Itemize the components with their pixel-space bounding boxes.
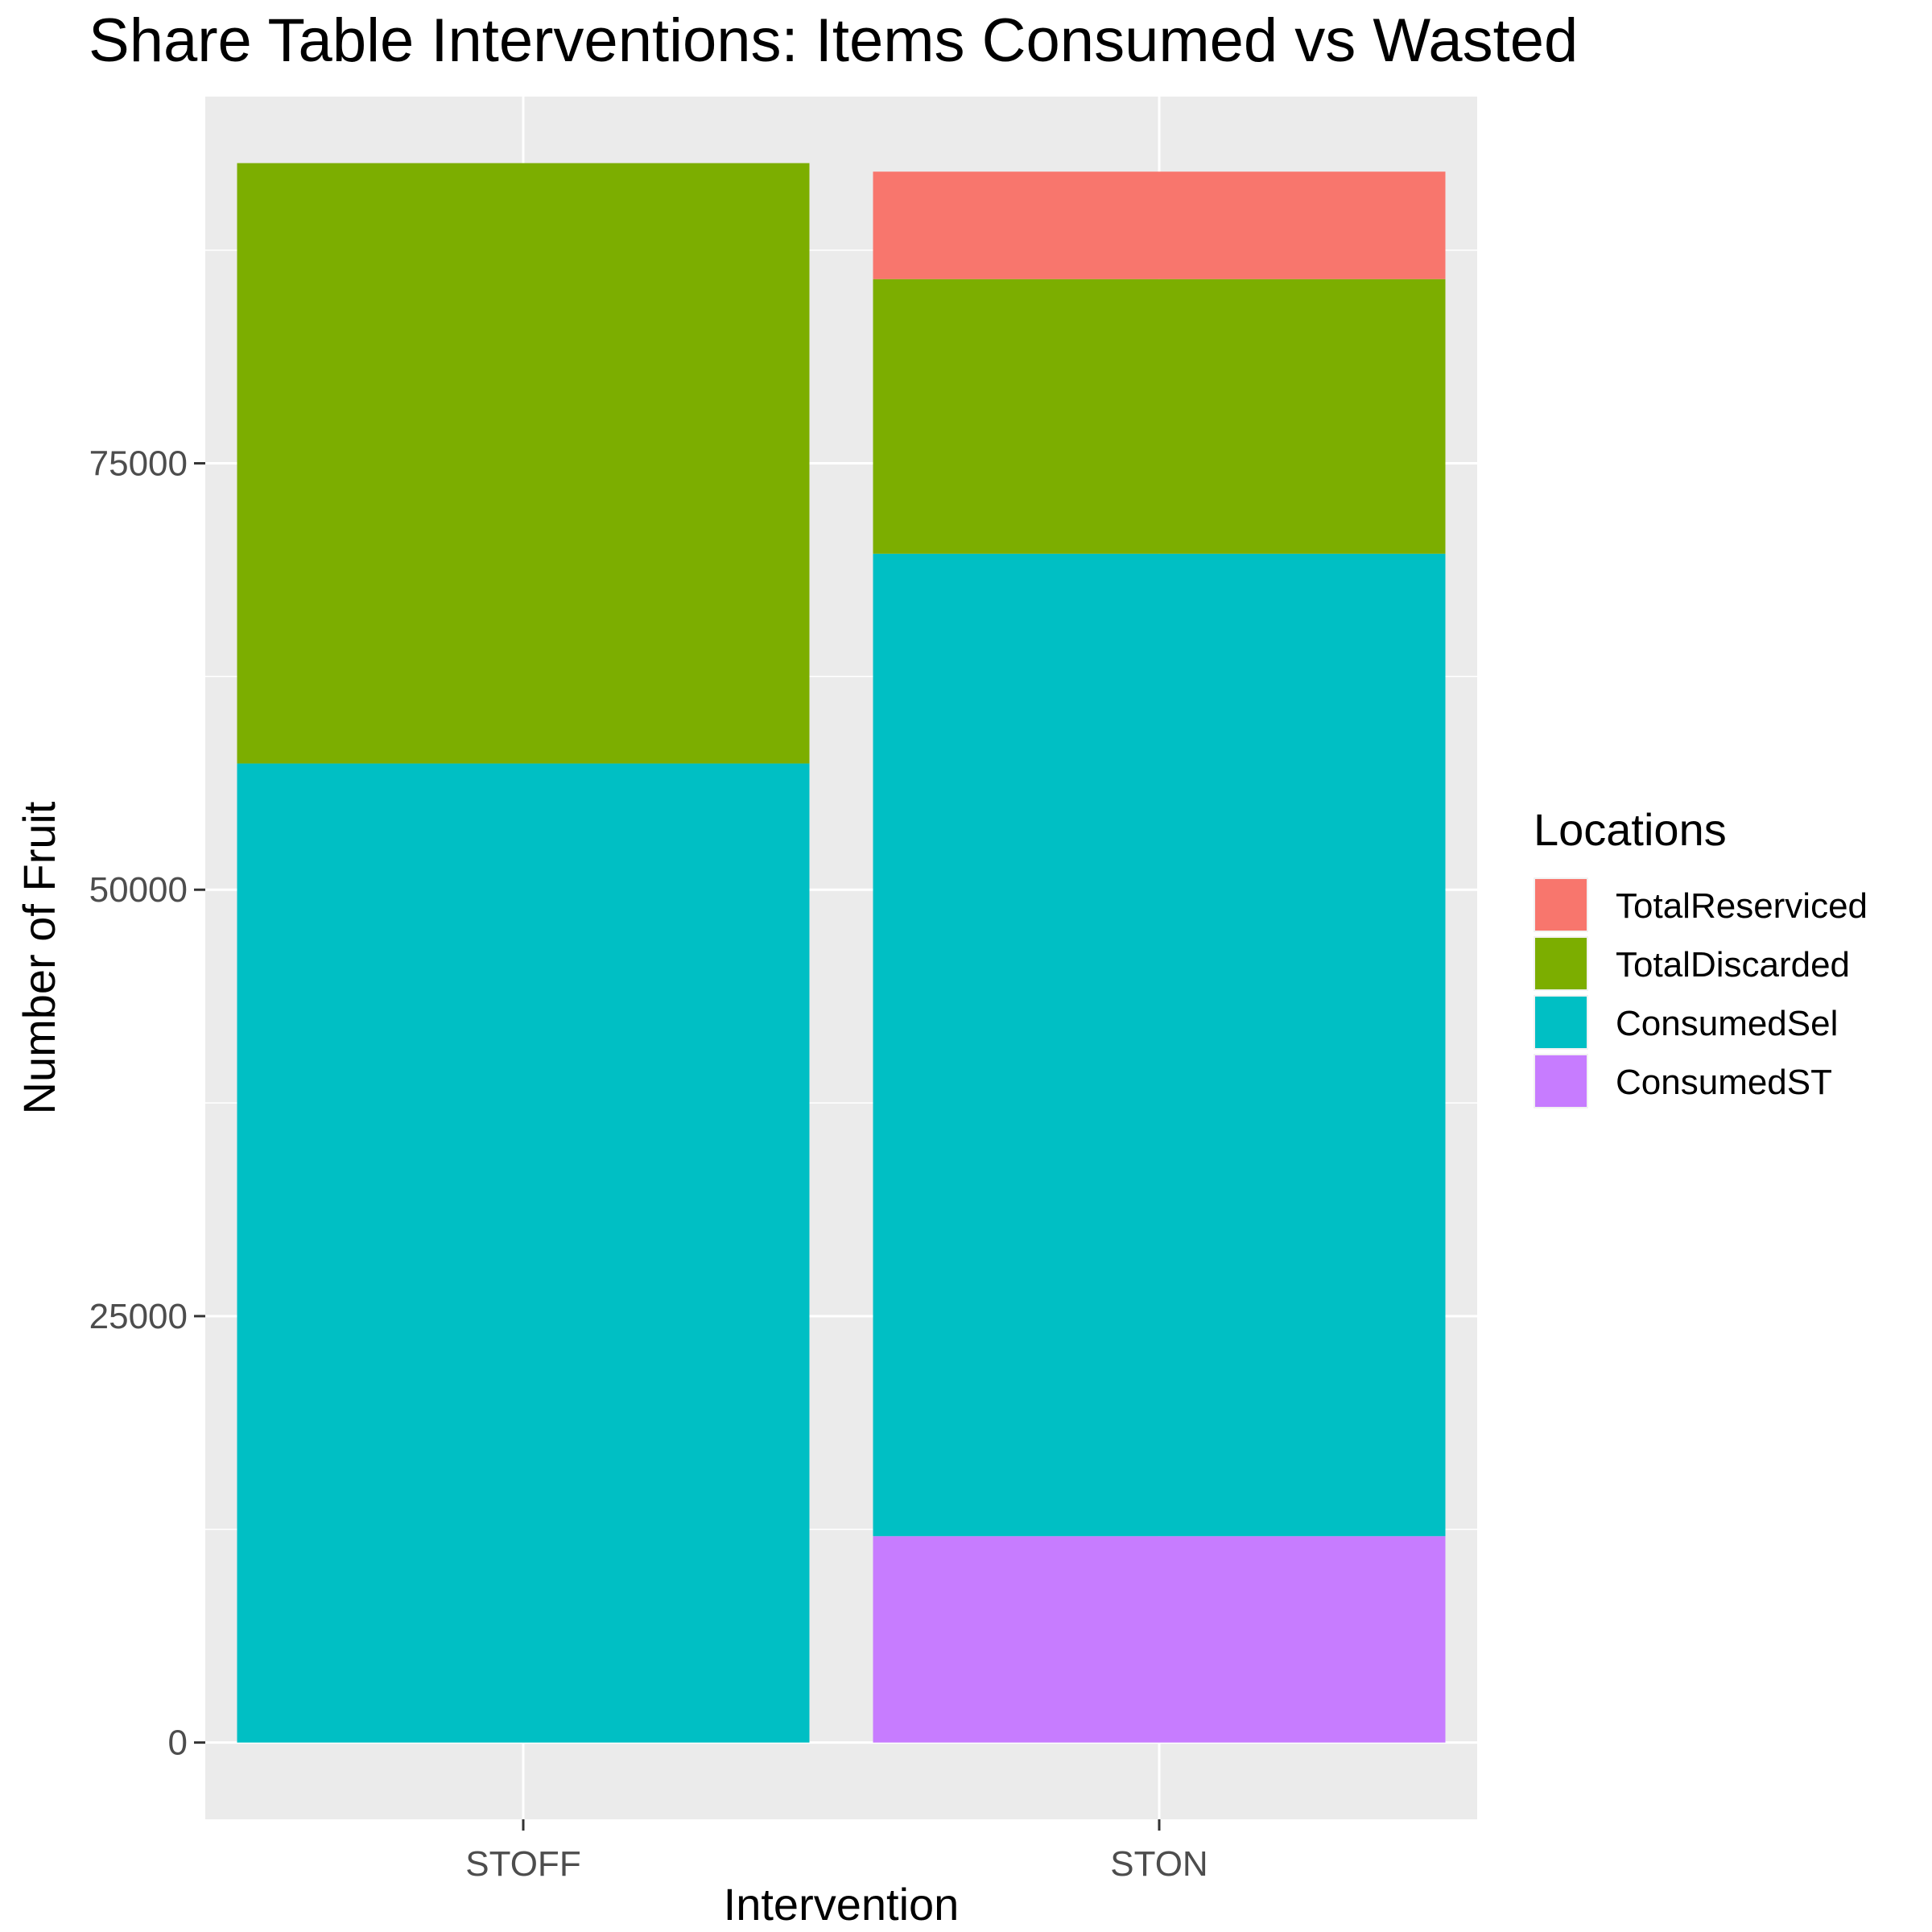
x-tick-label: STOFF (465, 1844, 580, 1884)
bar-ston-totaldiscarded (873, 279, 1446, 554)
legend-label-totaldiscarded: TotalDiscarded (1616, 945, 1850, 985)
bar-ston-consumedsel (873, 553, 1446, 1537)
chart-title: Share Table Interventions: Items Consume… (89, 6, 1578, 75)
legend-label-consumedsel: ConsumedSel (1616, 1004, 1838, 1043)
x-tick-label: STON (1110, 1844, 1208, 1884)
legend-title: Locations (1534, 804, 1727, 855)
x-axis: STOFF STON (465, 1819, 1208, 1884)
x-axis-title: Intervention (724, 1879, 960, 1930)
legend-key-consumedst (1535, 1055, 1587, 1107)
y-tick-label: 75000 (89, 444, 188, 484)
bar-stoff-totaldiscarded (237, 163, 810, 764)
y-tick-label: 50000 (89, 870, 188, 910)
legend: Locations TotalReserviced TotalDiscarded C… (1534, 804, 1868, 1108)
y-tick-label: 25000 (89, 1297, 188, 1336)
legend-label-totalreserviced: TotalReserviced (1616, 886, 1868, 926)
y-axis-title: Number of Fruit (14, 801, 64, 1114)
y-tick-label: 0 (168, 1724, 188, 1763)
legend-key-totaldiscarded (1535, 938, 1587, 989)
legend-label-consumedst: ConsumedST (1616, 1063, 1832, 1102)
legend-key-consumedsel (1535, 997, 1587, 1048)
legend-key-totalreserviced (1535, 879, 1587, 931)
y-axis: 0 25000 50000 75000 (89, 444, 205, 1763)
bar-ston-consumedst (873, 1536, 1446, 1743)
bars (237, 163, 1446, 1743)
bar-ston-totalreserviced (873, 171, 1446, 279)
bar-stoff-consumedsel (237, 763, 810, 1743)
